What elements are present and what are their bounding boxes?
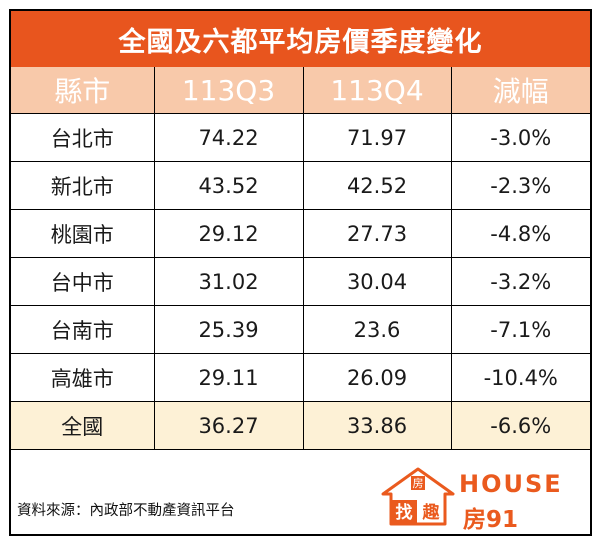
header-change: 減幅 [450,67,590,114]
logo-brand-text: 房91 [463,507,519,533]
city-cell: 台南市 [11,305,155,354]
city-cell: 新北市 [11,161,155,210]
city-cell: 桃園市 [11,209,155,258]
q4-cell: 26.09 [302,353,452,402]
table-row: 台中市 31.02 30.04 -3.2% [11,257,590,306]
emblem-char-qu: 趣 [422,502,441,523]
header-113q4: 113Q4 [302,67,452,114]
q4-cell: 33.86 [302,401,452,450]
table-row: 台南市 25.39 23.6 -7.1% [11,305,590,354]
change-cell: -6.6% [450,401,590,450]
city-cell: 全國 [11,401,155,450]
table-row: 台北市 74.22 71.97 -3.0% [11,113,590,162]
header-row: 縣市 113Q3 113Q4 減幅 [11,67,590,114]
q4-cell: 71.97 [302,113,452,162]
q3-cell: 43.52 [153,161,304,210]
q3-cell: 25.39 [153,305,304,354]
change-cell: -3.0% [450,113,590,162]
q4-cell: 30.04 [302,257,452,306]
q3-cell: 29.12 [153,209,304,258]
footer: 資料來源：內政部不動產資訊平台 房 找 趣 HOUSE 房91 [11,451,590,534]
table-title: 全國及六都平均房價季度變化 [11,11,590,69]
table-card: 全國及六都平均房價季度變化 縣市 113Q3 113Q4 減幅 台北市 74.2… [9,9,592,536]
emblem-char-fang: 房 [413,477,424,490]
source-note: 資料來源：內政部不動產資訊平台 [17,503,235,519]
q3-cell: 29.11 [153,353,304,402]
change-cell: -10.4% [450,353,590,402]
change-cell: -4.8% [450,209,590,258]
price-table: 縣市 113Q3 113Q4 減幅 台北市 74.22 71.97 -3.0% … [11,67,590,450]
q3-cell: 31.02 [153,257,304,306]
q4-cell: 23.6 [302,305,452,354]
table-row: 桃園市 29.12 27.73 -4.8% [11,209,590,258]
house-emblem-icon: 房 找 趣 [381,467,455,526]
change-cell: -7.1% [450,305,590,354]
q3-cell: 74.22 [153,113,304,162]
table-row: 高雄市 29.11 26.09 -10.4% [11,353,590,402]
city-cell: 台中市 [11,257,155,306]
city-cell: 高雄市 [11,353,155,402]
q4-cell: 42.52 [302,161,452,210]
header-city: 縣市 [11,67,155,114]
emblem-char-zhao: 找 [396,502,413,523]
total-row: 全國 36.27 33.86 -6.6% [11,401,590,450]
q4-cell: 27.73 [302,209,452,258]
q3-cell: 36.27 [153,401,304,450]
house91-logo: 房 找 趣 HOUSE 房91 [379,466,579,533]
logo-house-text: HOUSE [459,470,563,498]
change-cell: -2.3% [450,161,590,210]
table-row: 新北市 43.52 42.52 -2.3% [11,161,590,210]
change-cell: -3.2% [450,257,590,306]
header-113q3: 113Q3 [153,67,304,114]
city-cell: 台北市 [11,113,155,162]
